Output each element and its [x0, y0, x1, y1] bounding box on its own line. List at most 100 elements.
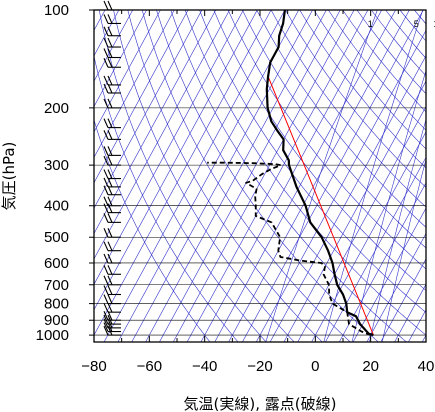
x-tick-label: −40 [192, 358, 217, 375]
x-tick-label: 40 [418, 358, 435, 375]
x-axis-ticks: −80 −60 −40 −20 0 20 40 [81, 10, 434, 375]
dry-adiabat [313, 10, 426, 150]
dry-adiabat [113, 10, 295, 342]
wind-barb-feather [107, 37, 113, 48]
wind-barb [103, 130, 121, 140]
y-tick-label: 800 [44, 296, 69, 313]
dry-adiabat [342, 10, 426, 113]
x-tick-label: −60 [137, 358, 162, 375]
dry-adiabat [270, 10, 426, 208]
wind-barb-feather [103, 253, 109, 264]
wind-barb-feather [107, 14, 113, 24]
wind-barb-feather [103, 0, 109, 11]
mixing-ratio-labels: 15101520g [368, 19, 435, 29]
wind-barb-feather [107, 83, 113, 94]
mixing-ratio-line [381, 158, 426, 342]
wind-barb-feather [107, 253, 113, 264]
wind-barb-feather [107, 98, 113, 109]
background-lines [94, 10, 426, 342]
wind-barb [103, 118, 121, 129]
wind-barb-feather [107, 265, 113, 275]
wind-barb [103, 37, 121, 48]
isotherm-line [214, 10, 396, 342]
mixing-ratio-line [369, 118, 426, 342]
isotherm-line [186, 10, 369, 342]
wind-barb [103, 83, 121, 94]
y-tick-label: 700 [44, 277, 69, 294]
dry-adiabat [328, 10, 426, 131]
isotherm-line [269, 55, 426, 342]
wind-barb-feather [107, 0, 113, 11]
dewpoint-line [207, 161, 372, 336]
y-tick-label: 200 [44, 100, 69, 117]
sounding-series [207, 10, 374, 337]
isotherm-line [94, 10, 161, 133]
y-tick-label: 600 [44, 255, 69, 272]
wind-barb-feather [103, 318, 109, 329]
isotherm-line [159, 10, 341, 342]
wind-barb-feather [107, 228, 113, 238]
isotherm-line [94, 10, 175, 158]
wind-barb-feather [103, 275, 109, 285]
dry-adiabat [156, 10, 379, 342]
isotherm-line [338, 182, 426, 342]
wind-barb-feather [107, 146, 113, 156]
mixing-ratio-line [323, 10, 424, 342]
wind-barb-feather [103, 169, 109, 179]
wind-barb-feather [107, 155, 113, 166]
wind-barb-feather [103, 48, 109, 58]
isotherm-line [366, 232, 426, 342]
wind-barb-feather [103, 130, 109, 140]
wind-barb-feather [103, 285, 109, 295]
wind-barb-feather [103, 314, 109, 325]
wind-barb [103, 75, 121, 86]
isotherm-line [94, 10, 203, 209]
wind-barb-feather [107, 314, 113, 325]
wind-barb-feather [107, 203, 113, 213]
dry-adiabat [98, 10, 267, 342]
dry-adiabat [170, 10, 407, 342]
dry-adiabat [285, 10, 426, 188]
wind-barb [103, 177, 121, 188]
wind-barb-feather [107, 275, 113, 285]
wind-barb-feather [103, 228, 109, 238]
wind-barb-feather [103, 302, 109, 313]
isotherm-line [94, 10, 216, 235]
isotherm-line [394, 283, 426, 342]
wind-barb-feather [103, 196, 109, 206]
wind-barb-feather [107, 75, 113, 86]
wind-barb-feather [103, 14, 109, 24]
x-tick-label: 20 [362, 358, 379, 375]
wind-barb-feather [107, 285, 113, 295]
wind-barb-feather [103, 322, 109, 332]
wind-barb-feather [107, 302, 113, 313]
wind-barb [103, 196, 121, 207]
y-tick-label: 500 [44, 229, 69, 246]
wind-barb-feather [107, 241, 113, 251]
wind-barb [103, 275, 121, 286]
wind-barb [103, 294, 121, 305]
isotherm-line [117, 10, 299, 342]
wind-barb-feather [103, 311, 109, 321]
wind-barb-feather [107, 311, 113, 321]
wind-barb [103, 155, 121, 166]
y-tick-label: 300 [44, 157, 69, 174]
wind-barb-feather [107, 294, 113, 304]
dry-adiabat [141, 10, 351, 342]
dry-adiabat [414, 10, 426, 25]
dry-adiabat [227, 10, 426, 270]
wind-barb-feather [107, 58, 113, 68]
temperature-line [265, 10, 374, 337]
wind-barb-feather [103, 118, 109, 128]
dry-adiabat [127, 10, 323, 342]
wind-barb-feather [103, 265, 109, 275]
wind-barb-feather [107, 48, 113, 58]
wind-barb-feather [107, 177, 113, 188]
wind-barb [103, 203, 121, 214]
parcel-line [267, 76, 374, 336]
isotherm-line [297, 105, 426, 342]
wind-barb-feather [103, 241, 109, 251]
wind-barb-feather [103, 294, 109, 304]
wind-barb [103, 146, 121, 156]
